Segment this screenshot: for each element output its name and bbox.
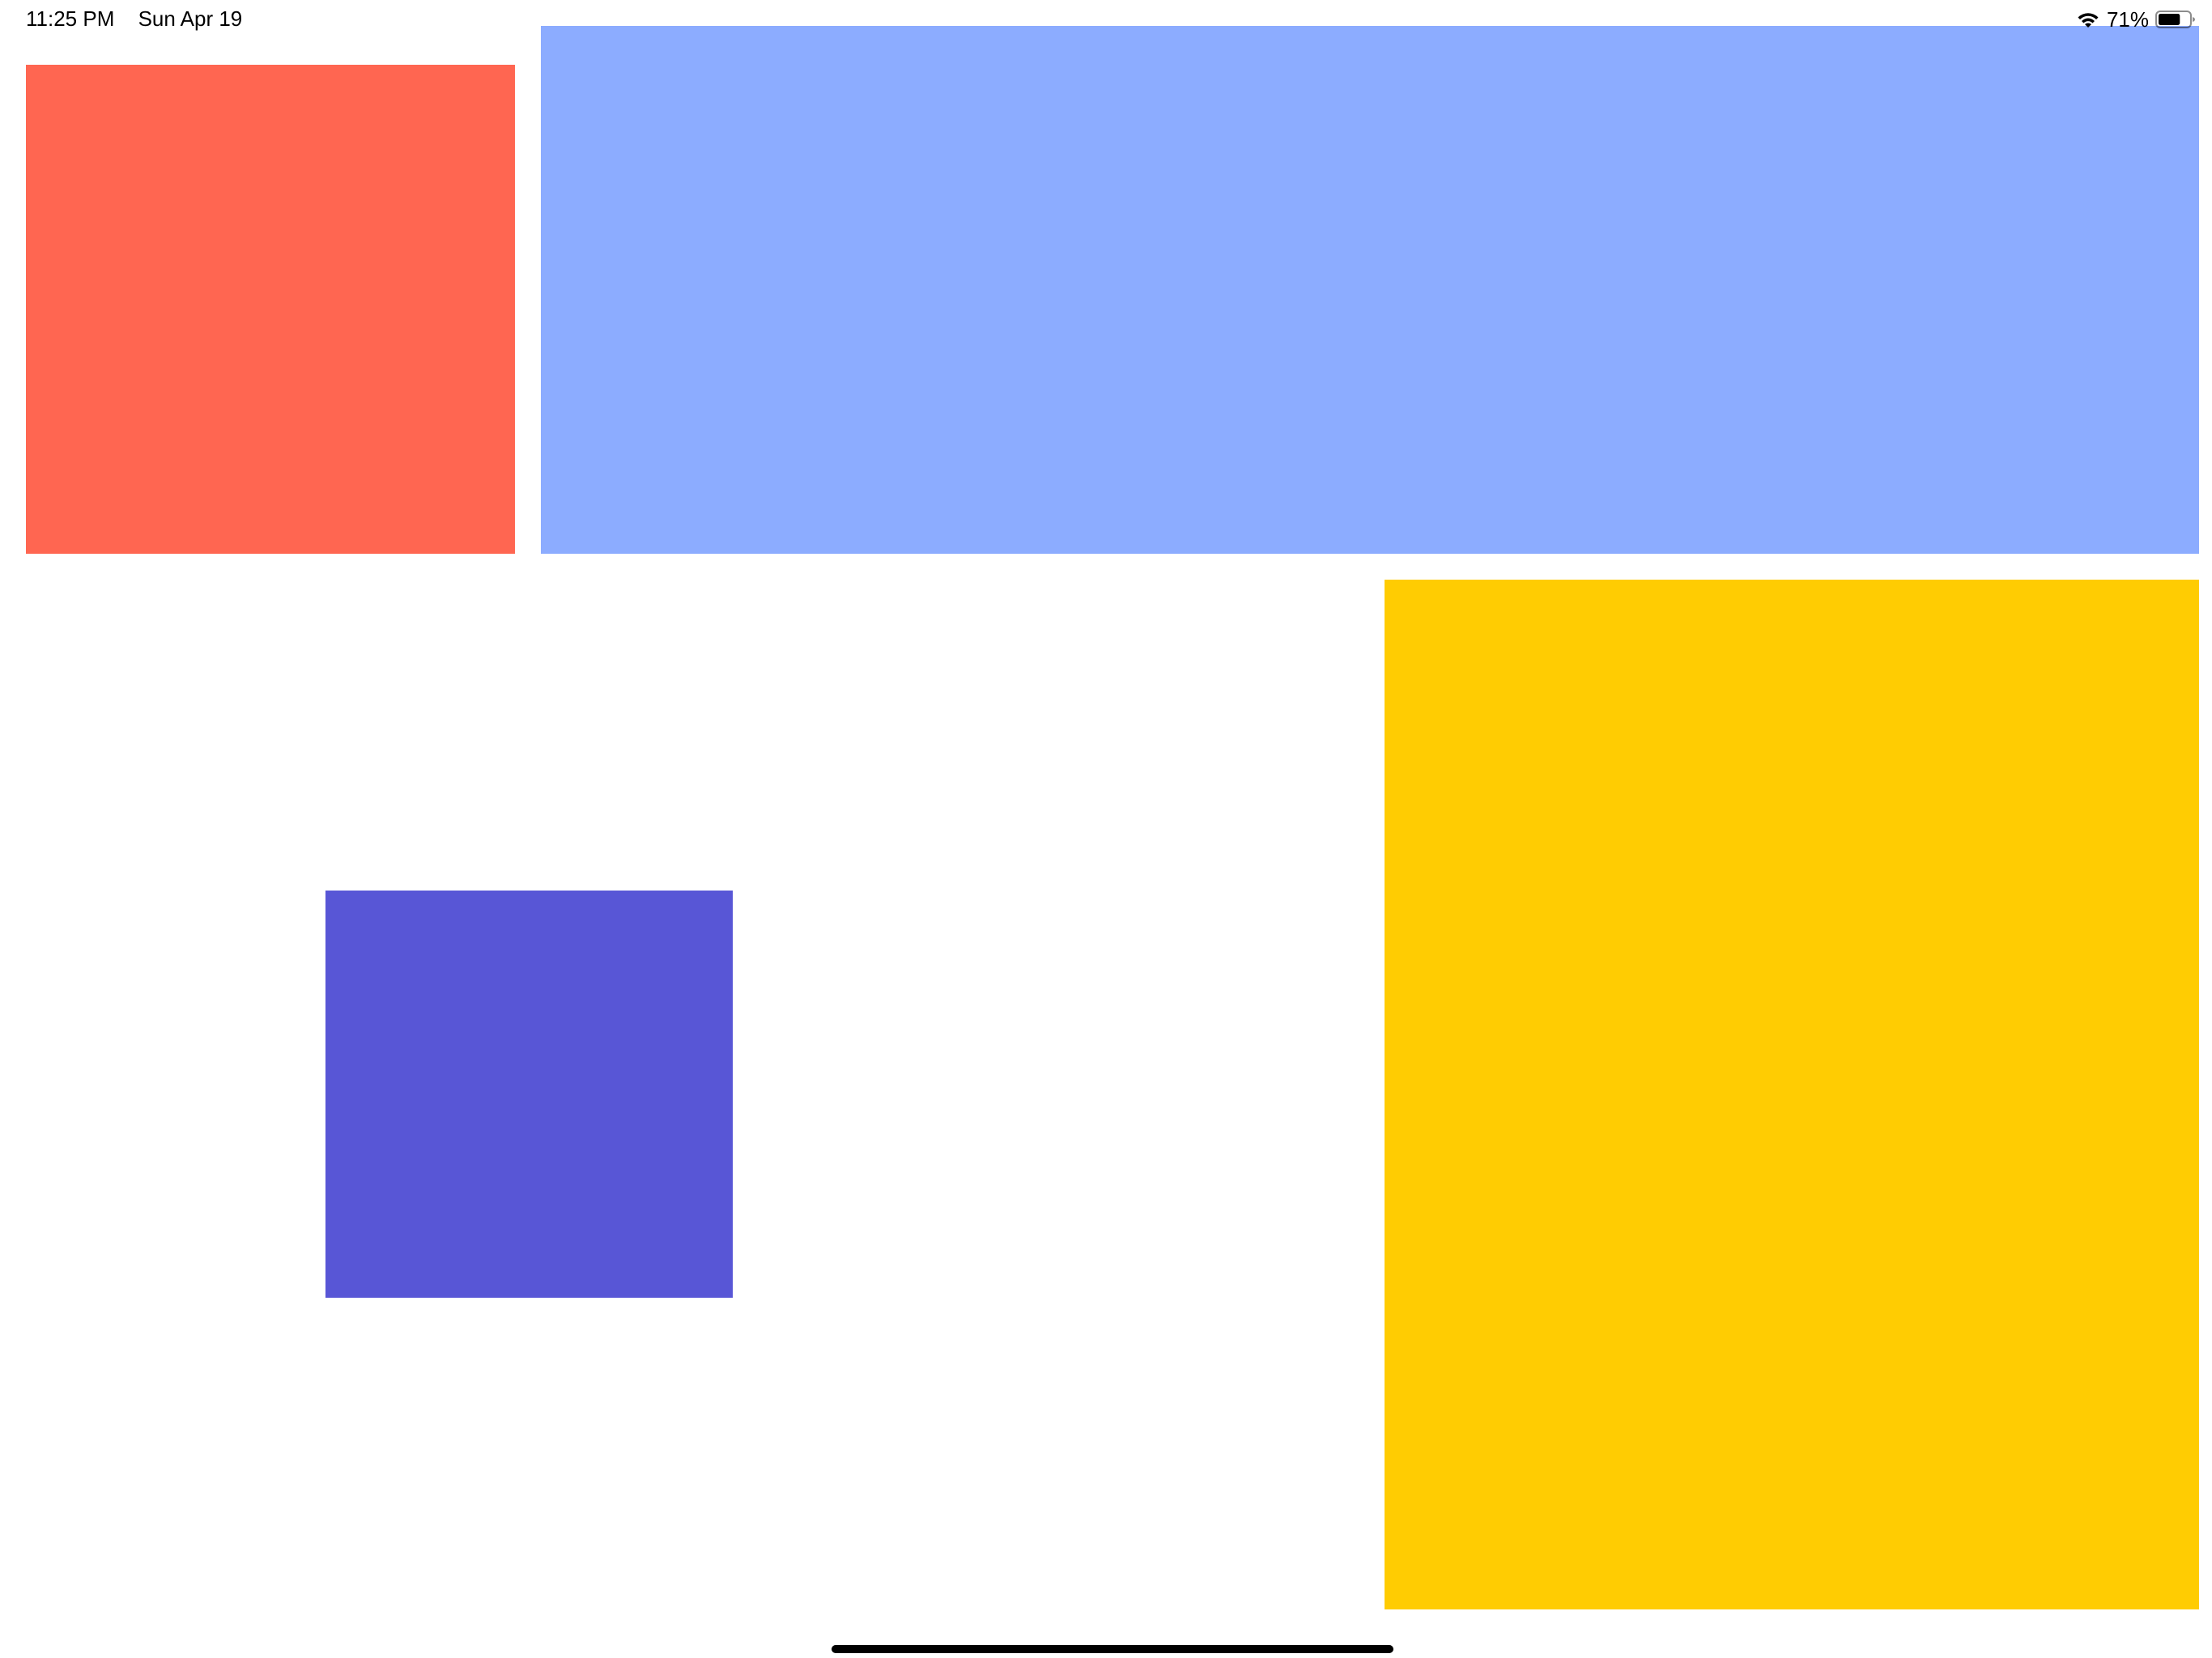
status-indicators: 71% (2076, 6, 2196, 32)
yellow-block (1385, 580, 2199, 1609)
status-time-date: 11:25 PM Sun Apr 19 (26, 6, 242, 32)
red-block (26, 65, 515, 554)
home-indicator[interactable] (832, 1645, 1393, 1653)
status-bar: 11:25 PM Sun Apr 19 71% (0, 0, 2212, 39)
battery-percent: 71% (2106, 6, 2149, 32)
status-time: 11:25 PM (26, 6, 115, 31)
battery-icon (2155, 11, 2195, 28)
blue-block (541, 26, 2199, 554)
indigo-block (325, 891, 733, 1298)
status-date: Sun Apr 19 (138, 6, 243, 31)
wifi-icon (2078, 13, 2099, 28)
